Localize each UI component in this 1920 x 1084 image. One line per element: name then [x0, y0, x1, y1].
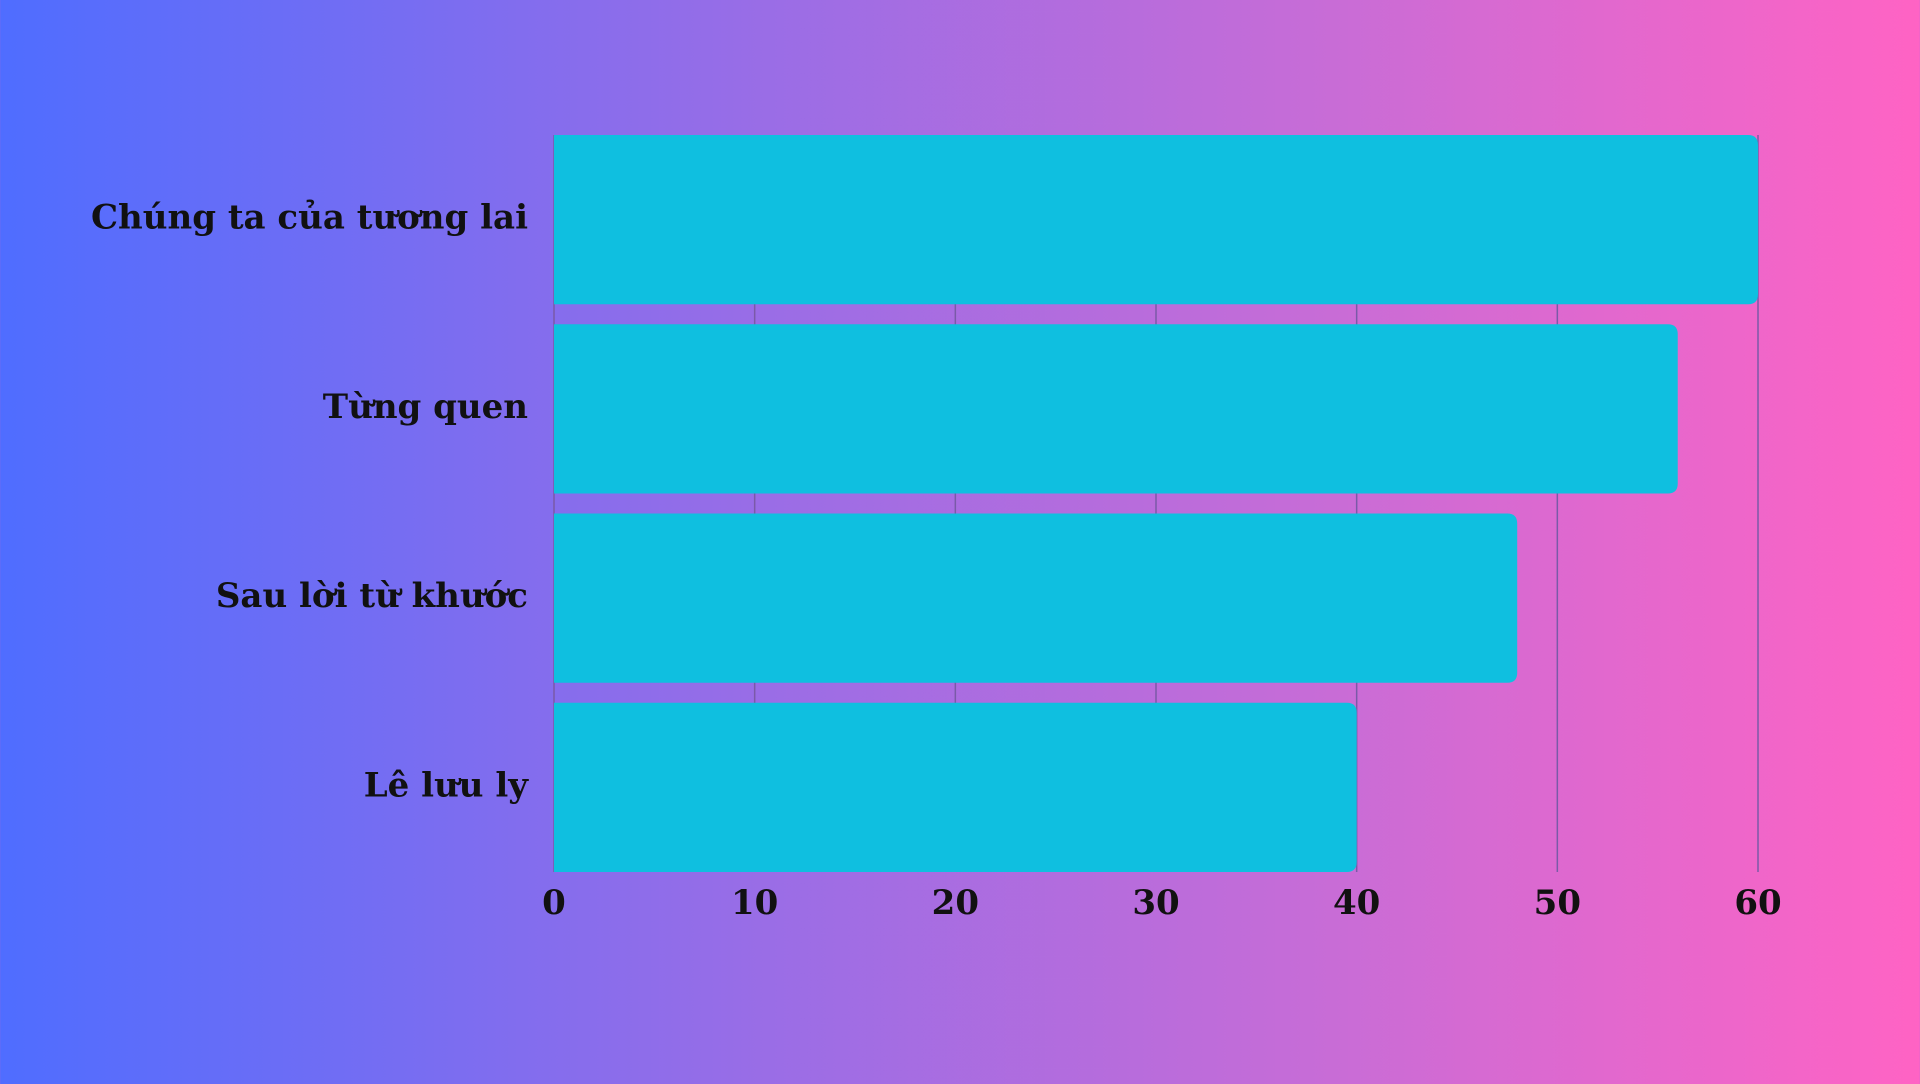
bar — [554, 324, 1678, 494]
x-tick-label: 20 — [932, 883, 979, 923]
category-label: Chúng ta của tương lai — [91, 198, 528, 238]
x-tick-label: 10 — [731, 883, 778, 923]
x-tick-label: 30 — [1132, 883, 1179, 923]
bar — [554, 135, 1758, 305]
category-labels: Chúng ta của tương lai Từng quen Sau lời t… — [91, 198, 529, 806]
x-tick-label: 50 — [1534, 883, 1581, 923]
bars — [554, 135, 1758, 872]
bar — [554, 513, 1518, 683]
category-label: Sau lời từ khước — [216, 576, 528, 616]
x-tick-label: 60 — [1734, 883, 1781, 923]
x-tick-label: 40 — [1333, 883, 1380, 923]
bar — [554, 702, 1357, 872]
x-tick-labels: 0 10 20 30 40 50 60 — [542, 883, 1782, 923]
x-tick-label: 0 — [542, 883, 566, 923]
category-label: Lê lưu ly — [364, 765, 529, 805]
category-label: Từng quen — [323, 387, 528, 427]
